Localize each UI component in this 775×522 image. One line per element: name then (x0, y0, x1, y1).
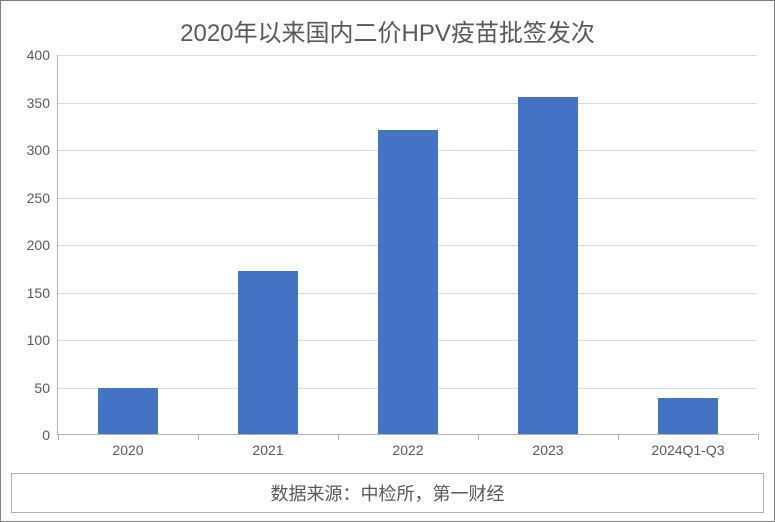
x-tick-label: 2023 (532, 442, 563, 458)
x-tick-mark (338, 434, 339, 440)
x-tick-mark (198, 434, 199, 440)
x-tick-label: 2021 (252, 442, 283, 458)
source-text: 数据来源：中检所，第一财经 (271, 484, 505, 504)
x-tick-label: 2022 (392, 442, 423, 458)
x-tick-mark (58, 434, 59, 440)
x-tick-mark (758, 434, 759, 440)
source-box: 数据来源：中检所，第一财经 (11, 473, 764, 513)
y-tick-label: 400 (27, 47, 50, 63)
y-tick-label: 350 (27, 95, 50, 111)
y-tick-label: 300 (27, 142, 50, 158)
x-tick-mark (618, 434, 619, 440)
x-tick-label: 2020 (112, 442, 143, 458)
gridline (58, 55, 757, 56)
chart-title: 2020年以来国内二价HPV疫苗批签发次 (1, 13, 774, 48)
y-tick-label: 100 (27, 332, 50, 348)
bar (518, 97, 578, 434)
y-tick-label: 250 (27, 190, 50, 206)
bar (378, 130, 438, 434)
x-tick-mark (478, 434, 479, 440)
gridline (58, 103, 757, 104)
bar (98, 388, 158, 434)
x-tick-label: 2024Q1-Q3 (651, 442, 724, 458)
y-tick-label: 0 (42, 427, 50, 443)
bar (658, 398, 718, 434)
y-tick-label: 150 (27, 285, 50, 301)
chart-container: 2020年以来国内二价HPV疫苗批签发次 0501001502002503003… (0, 0, 775, 522)
bar (238, 271, 298, 434)
plot-area: 0501001502002503003504002020202120222023… (57, 55, 757, 435)
y-tick-label: 200 (27, 237, 50, 253)
y-tick-label: 50 (34, 380, 50, 396)
